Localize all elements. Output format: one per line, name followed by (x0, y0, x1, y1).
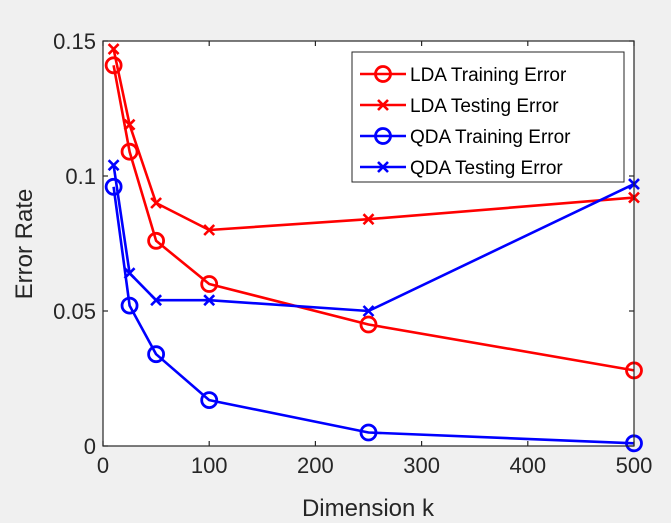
data-point-lda-testing-error (123, 118, 136, 131)
series-lda-training-error (104, 56, 643, 380)
legend-marker-lda-testing-error (377, 99, 389, 111)
x-tick-label: 400 (509, 453, 546, 478)
data-point-lda-testing-error-stroke-b (362, 213, 375, 226)
data-point-lda-training-error (147, 231, 166, 250)
x-axis-label: Dimension k (302, 495, 435, 522)
data-point-qda-testing-error (203, 294, 216, 307)
data-point-qda-testing-error (123, 267, 136, 280)
data-point-lda-testing-error (107, 43, 120, 56)
data-point-qda-training-error (359, 423, 378, 442)
legend-marker-qda-testing-error-stroke-b (377, 161, 389, 173)
legend-label-lda-testing-error: LDA Testing Error (410, 96, 559, 117)
legend-marker-lda-training-error (374, 65, 392, 83)
legend-item-qda-testing-error: QDA Testing Error (360, 158, 563, 179)
series-line-qda-testing-error (112, 165, 635, 313)
data-point-qda-training-error (200, 391, 219, 410)
y-tick-label: 0 (84, 434, 96, 459)
legend-marker-qda-testing-error (377, 161, 389, 173)
data-point-qda-testing-error-stroke-b (203, 294, 216, 307)
legend-label-lda-training-error: LDA Training Error (410, 65, 567, 86)
legend-marker-qda-training-error (374, 127, 392, 145)
data-point-lda-testing-error-stroke-b (123, 118, 136, 131)
y-tick-label: 0.1 (65, 164, 96, 189)
data-point-qda-training-error (120, 296, 139, 315)
data-point-qda-testing-error-stroke-b (123, 267, 136, 280)
legend-label-qda-testing-error: QDA Testing Error (410, 158, 563, 179)
data-point-qda-training-error (104, 177, 123, 196)
data-point-lda-training-error (200, 275, 219, 293)
x-tick-label: 300 (403, 453, 440, 478)
data-point-qda-testing-error (150, 294, 163, 307)
data-point-lda-testing-error (150, 197, 163, 209)
legend-marker-lda-testing-error-stroke-b (377, 99, 389, 111)
data-point-qda-training-error (147, 345, 166, 364)
plot-frame (102, 40, 635, 447)
data-point-lda-training-error (104, 56, 123, 75)
y-axis-label: Error Rate (11, 189, 38, 300)
data-point-lda-testing-error-stroke-b (203, 224, 216, 236)
x-tick-label: 0 (97, 453, 109, 478)
data-point-qda-testing-error-stroke-b (107, 159, 120, 172)
data-point-lda-testing-error-stroke-b (150, 197, 163, 209)
data-point-lda-testing-error (362, 213, 375, 226)
data-point-lda-training-error (120, 142, 139, 161)
data-point-lda-testing-error-stroke-b (107, 43, 120, 56)
y-tick-label: 0.05 (53, 299, 96, 324)
data-point-lda-testing-error (203, 224, 216, 236)
series-line-qda-training-error (112, 186, 635, 445)
legend-label-qda-training-error: QDA Training Error (410, 127, 571, 148)
data-point-qda-testing-error-stroke-b (150, 294, 163, 307)
x-tick-label: 200 (297, 453, 334, 478)
data-point-qda-testing-error-stroke-b (362, 305, 375, 317)
x-tick-label: 500 (616, 453, 653, 478)
y-tick-label: 0.15 (53, 29, 96, 54)
x-tick-label: 100 (191, 453, 228, 478)
legend-item-qda-training-error: QDA Training Error (360, 127, 571, 148)
series-qda-testing-error (107, 159, 640, 317)
data-point-lda-training-error (359, 315, 378, 334)
legend: LDA Training Error LDA Testing Error QDA T… (351, 51, 625, 183)
series-layer (104, 43, 643, 453)
legend-item-lda-testing-error: LDA Testing Error (360, 96, 559, 117)
axes-layer: 0 100 200 300 400 500 0 0.05 0.1 0.15 (53, 29, 652, 478)
series-line-lda-training-error (112, 65, 635, 372)
series-line-lda-testing-error (112, 48, 635, 232)
data-point-qda-testing-error (107, 159, 120, 172)
data-point-qda-testing-error (362, 305, 375, 317)
legend-item-lda-training-error: LDA Training Error (360, 65, 567, 86)
